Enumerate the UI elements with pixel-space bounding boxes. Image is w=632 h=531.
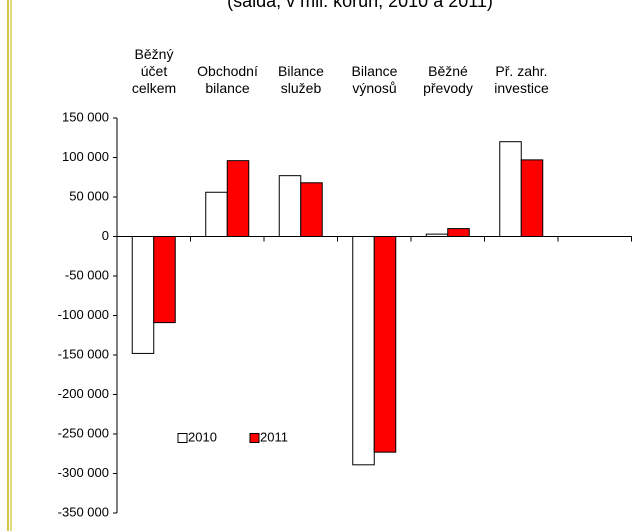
y-tick-label: -100 000: [58, 307, 109, 322]
y-tick-label: -50 000: [65, 267, 109, 282]
y-tick-label: 0: [102, 228, 109, 243]
bar: [447, 228, 470, 238]
y-tick-label: -200 000: [58, 386, 109, 401]
x-tick-label: Běžný účet celkem: [131, 46, 177, 96]
x-tick-label: Bilance služeb: [278, 63, 324, 96]
x-tick-label: Obchodní bilance: [197, 63, 258, 96]
x-tick-label: Bilance výnosů: [351, 63, 398, 96]
legend-swatch: [249, 433, 260, 443]
bar: [226, 160, 250, 237]
bar: [153, 236, 176, 324]
bar: [131, 236, 155, 354]
y-tick-label: -300 000: [58, 465, 109, 480]
legend-label: 2011: [260, 429, 288, 444]
bar: [425, 233, 449, 238]
y-tick-label: 100 000: [62, 149, 109, 164]
bar: [300, 182, 323, 237]
y-tick-label: 150 000: [62, 109, 109, 124]
y-tick-label: -150 000: [58, 346, 109, 361]
legend-swatch: [177, 433, 188, 443]
legend-label: 2010: [188, 429, 217, 444]
y-tick-label: -350 000: [58, 504, 109, 519]
chart-title: (salda, v mil. korun, 2010 a 2011): [227, 0, 493, 11]
bar: [373, 236, 397, 453]
bar: [499, 141, 522, 237]
bar: [278, 175, 302, 237]
x-tick-label: Běžné převody: [423, 63, 473, 96]
bar: [205, 191, 228, 237]
x-tick-label: Př. zahr. investice: [494, 63, 549, 96]
y-tick-label: -250 000: [58, 425, 109, 440]
bar: [352, 236, 375, 466]
bar: [520, 159, 544, 237]
y-tick-label: 50 000: [69, 188, 109, 203]
